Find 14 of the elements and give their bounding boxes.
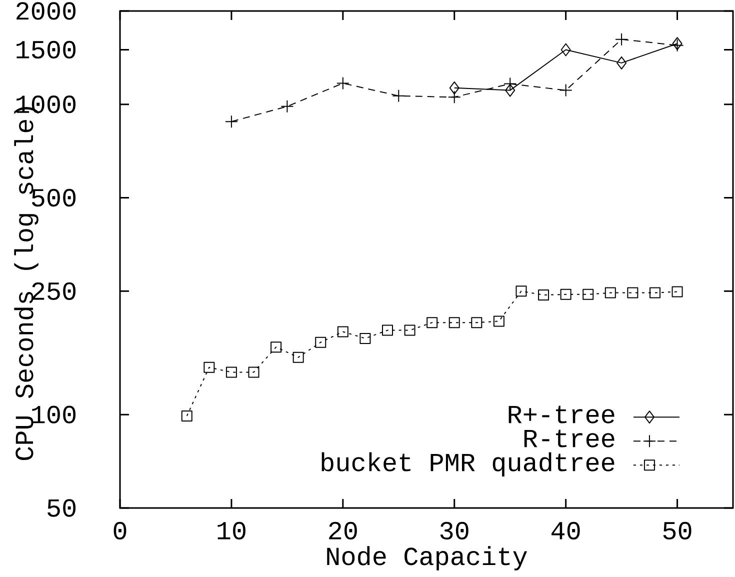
x-tick-label: 10 xyxy=(218,522,246,540)
y-tick-label: 1500 xyxy=(16,40,76,59)
legend-label: R-tree xyxy=(524,430,614,448)
x-tick-label: 20 xyxy=(329,522,357,540)
legend-label: bucket PMR quadtree xyxy=(322,452,614,476)
x-tick-label: 0 xyxy=(114,522,126,540)
y-tick-label: 50 xyxy=(48,499,76,517)
x-axis-title: Node Capacity xyxy=(327,546,528,570)
x-tick-label: 40 xyxy=(552,522,580,540)
x-tick-label: 30 xyxy=(440,522,468,540)
y-tick-label: 250 xyxy=(32,282,76,300)
legend-label: R+-tree xyxy=(508,406,614,424)
y-tick-label: 2000 xyxy=(16,2,76,20)
x-tick-label: 50 xyxy=(663,522,692,540)
